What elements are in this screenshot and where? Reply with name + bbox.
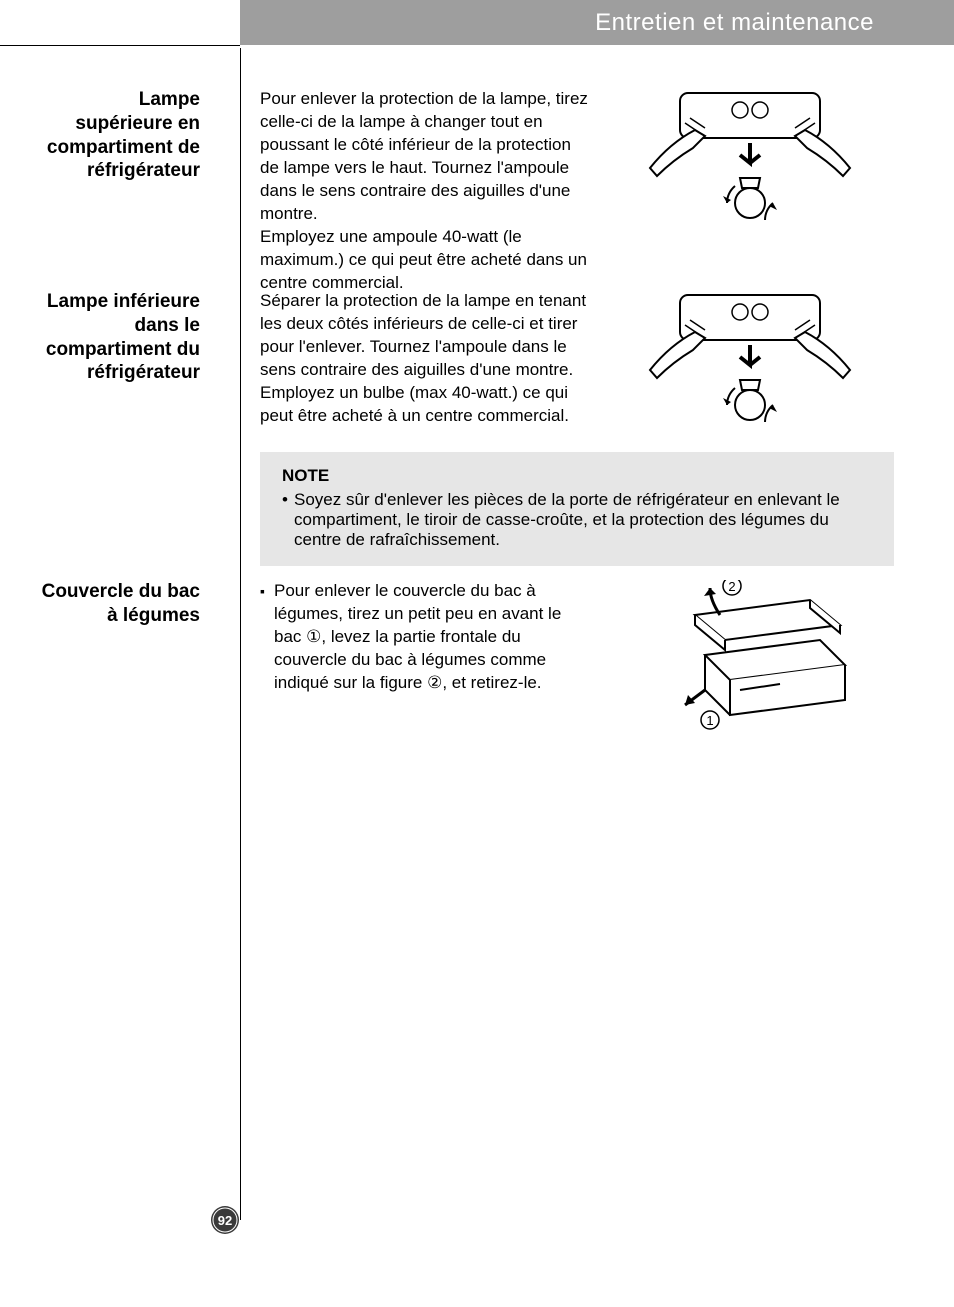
section-upper-lamp: Lampe supérieure en compartiment de réfr… [40,88,894,294]
header-bar: Entretien et maintenance [240,0,954,45]
body-text: Séparer la protection de la lampe en ten… [260,291,586,425]
illustration-veg-cover: 2 1 [606,580,894,740]
note-text: Soyez sûr d'enlever les pièces de la por… [294,490,872,550]
page-number: 92 [218,1213,232,1228]
section-lower-lamp: Lampe inférieure dans le compartiment du… [40,290,894,430]
note-title: NOTE [282,466,872,486]
section-body: Séparer la protection de la lampe en ten… [218,290,588,430]
lamp-cover-icon [645,290,855,430]
drawer-icon: 2 1 [650,580,850,740]
callout-two: 2 [728,580,735,594]
section-body: ▪ Pour enlever le couvercle du bac à lég… [218,580,588,740]
bullet-icon: ▪ [260,580,274,695]
illustration-upper-lamp [606,88,894,294]
section-veg-cover: Couvercle du bac à légumes ▪ Pour enleve… [40,580,894,740]
page-number-badge: 92 [210,1205,240,1235]
section-label: Lampe supérieure en compartiment de réfr… [40,88,200,294]
section-label: Lampe inférieure dans le compartiment du… [40,290,200,430]
illustration-lower-lamp [606,290,894,430]
page-title: Entretien et maintenance [595,9,874,37]
section-label: Couvercle du bac à légumes [40,580,200,740]
body-text: Pour enlever la protection de la lampe, … [260,89,588,292]
section-body: Pour enlever la protection de la lampe, … [218,88,588,294]
callout-one: 1 [706,713,713,728]
divider-top [0,45,240,46]
note-box: NOTE • Soyez sûr d'enlever les pièces de… [260,452,894,566]
body-text: Pour enlever le couvercle du bac à légum… [274,580,588,695]
bullet-icon: • [282,490,294,550]
lamp-cover-icon [645,88,855,228]
